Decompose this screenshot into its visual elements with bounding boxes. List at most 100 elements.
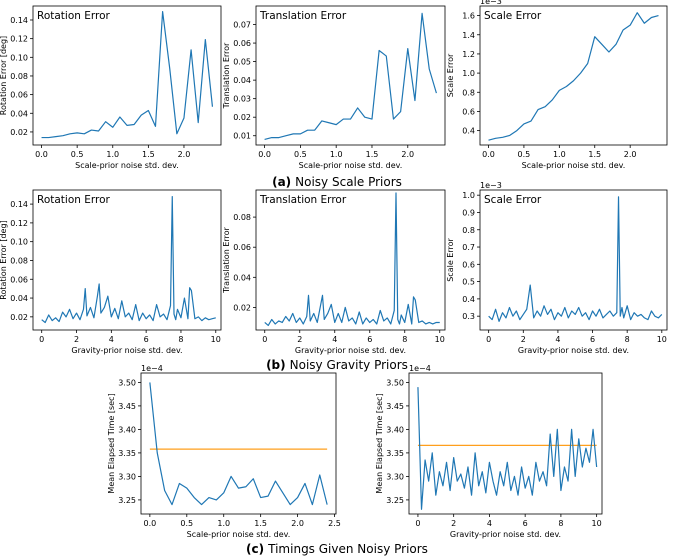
x-tick-label: 0.0 — [482, 150, 495, 159]
figure-panels: 0.0 0.5 1.0 1.5 2.00.020.040.060.080.100.120… — [0, 0, 668, 539]
y-tick-label: 3.35 — [118, 449, 136, 458]
chart-title: Rotation Error — [37, 10, 111, 22]
chart-title: Scale Error — [484, 10, 542, 22]
y-tick-label: 0.3 — [462, 312, 475, 321]
y-tick-label: 1.2 — [462, 50, 475, 59]
y-tick-label: 0.4 — [462, 127, 475, 136]
x-tick-label: 4 — [487, 519, 492, 528]
y-tick-label: 0.14 — [10, 16, 28, 25]
chart-4: 0 2 4 6 8 10 0.02 0.04 0.06 0.08 0.10 0.12 0.14 Rotat… — [0, 189, 222, 355]
y-tick-label: 0.04 — [233, 273, 251, 282]
axes-frame — [479, 5, 668, 146]
axes-frame — [255, 189, 446, 331]
x-tick-label: 1.0 — [106, 150, 119, 159]
y-tick-label: 0.10 — [10, 238, 28, 247]
y-tick-label: 0.4 — [462, 295, 475, 304]
offset-label: 1e−4 — [141, 364, 163, 373]
y-tick-label: 0.5 — [462, 278, 475, 287]
x-tick-label: 2 — [451, 519, 456, 528]
x-tick-label: 8 — [558, 519, 563, 528]
y-tick-label: 3.30 — [386, 472, 404, 481]
y-tick-label: 0.04 — [10, 294, 28, 303]
x-tick-label: 2.0 — [624, 150, 637, 159]
x-tick-label: 2 — [521, 335, 526, 344]
chart-7: 0.0 0.5 1.0 1.5 2.0 2.5 3.25 3.30 3.35 3.40 3.45 3.… — [107, 364, 341, 539]
x-tick-label: 6 — [523, 519, 528, 528]
x-tick-label: 6 — [144, 335, 149, 344]
x-axis-label: Gravity-prior noise std. dev. — [295, 346, 406, 355]
x-tick-label: 0.0 — [143, 519, 156, 528]
y-tick-label: 3.50 — [118, 378, 136, 387]
x-axis-label: Gravity-prior noise std. dev. — [450, 530, 561, 539]
y-tick-label: 0.14 — [10, 200, 28, 209]
y-tick-label: 0.7 — [462, 243, 475, 252]
y-tick-label: 1.6 — [462, 12, 475, 21]
y-tick-label: 3.25 — [118, 496, 136, 505]
y-tick-label: 0.02 — [233, 303, 251, 312]
chart-title: Scale Error — [484, 194, 542, 206]
offset-label: 1e−4 — [409, 364, 431, 373]
y-tick-label: 3.40 — [386, 425, 404, 434]
x-tick-label: 1.0 — [330, 150, 343, 159]
axes-frame — [32, 5, 222, 146]
y-tick-label: 0.04 — [10, 109, 28, 118]
x-tick-label: 1.0 — [217, 519, 230, 528]
axes-frame — [32, 189, 222, 331]
y-tick-label: 0.02 — [233, 113, 251, 122]
y-tick-label: 3.35 — [386, 449, 404, 458]
x-tick-label: 0.0 — [258, 150, 271, 159]
y-axis-label: Translation Error — [222, 42, 231, 109]
offset-label: 1e−3 — [480, 181, 502, 190]
axes-frame — [140, 372, 337, 515]
y-tick-label: 1.0 — [462, 69, 475, 78]
x-tick-label: 8 — [402, 335, 407, 344]
y-tick-label: 0.04 — [233, 76, 251, 85]
x-tick-label: 6 — [590, 335, 595, 344]
y-tick-label: 3.45 — [118, 402, 136, 411]
chart-3: 0.0 0.5 1.0 1.5 2.0 0.4 0.6 0.8 1.0 1.2 1.4 1.6 Scal… — [446, 0, 668, 170]
y-axis-label: Scale Error — [446, 238, 455, 282]
chart-6: 0 2 4 6 8 10 0.3 0.4 0.5 0.6 0.7 0.8 0.9 1.0 Scale Err… — [446, 181, 668, 355]
x-axis-label: Scale-prior noise std. dev. — [299, 161, 403, 170]
x-axis-label: Scale-prior noise std. dev. — [187, 530, 291, 539]
y-tick-label: 3.40 — [118, 425, 136, 434]
y-tick-label: 3.30 — [118, 472, 136, 481]
x-tick-label: 0 — [486, 335, 491, 344]
y-tick-label: 0.08 — [10, 72, 28, 81]
x-axis-label: Gravity-prior noise std. dev. — [71, 346, 182, 355]
y-tick-label: 3.50 — [386, 378, 404, 387]
series-line-1 — [149, 382, 328, 506]
caption-b: (b) Noisy Gravity Priors — [266, 358, 408, 372]
y-tick-label: 0.01 — [233, 132, 251, 141]
x-tick-label: 10 — [211, 335, 221, 344]
x-tick-label: 2.0 — [401, 150, 414, 159]
chart-2: 0.0 0.5 1.0 1.5 2.0 0.01 0.02 0.03 0.04 0.05 0.06 0… — [222, 5, 446, 170]
series-line-1 — [417, 387, 598, 510]
axes-frame — [479, 189, 668, 331]
x-tick-label: 8 — [178, 335, 183, 344]
y-tick-label: 0.08 — [10, 256, 28, 265]
y-tick-label: 0.03 — [233, 95, 251, 104]
y-axis-label: Rotation Error [deg] — [0, 36, 8, 115]
x-axis-label: Scale-prior noise std. dev. — [522, 161, 626, 170]
x-tick-label: 0.5 — [180, 519, 193, 528]
series-line-1 — [488, 12, 659, 141]
y-tick-label: 0.02 — [10, 313, 28, 322]
y-tick-label: 1.4 — [462, 31, 475, 40]
y-tick-label: 0.02 — [10, 128, 28, 137]
y-axis-label: Scale Error — [446, 53, 455, 97]
y-tick-label: 3.25 — [386, 496, 404, 505]
y-tick-label: 0.8 — [462, 88, 475, 97]
series-line-1 — [264, 192, 440, 327]
y-tick-label: 0.07 — [233, 21, 251, 30]
y-tick-label: 0.8 — [462, 226, 475, 235]
series-line-1 — [264, 12, 437, 141]
axes-frame — [408, 372, 603, 515]
offset-label: 1e−3 — [480, 0, 502, 6]
x-tick-label: 0 — [262, 335, 267, 344]
chart-8: 0 2 4 6 8 10 3.25 3.30 3.35 3.40 3.45 3.50 1e−4 Gravi… — [375, 364, 603, 539]
x-tick-label: 2 — [74, 335, 79, 344]
axes-frame — [255, 5, 446, 146]
